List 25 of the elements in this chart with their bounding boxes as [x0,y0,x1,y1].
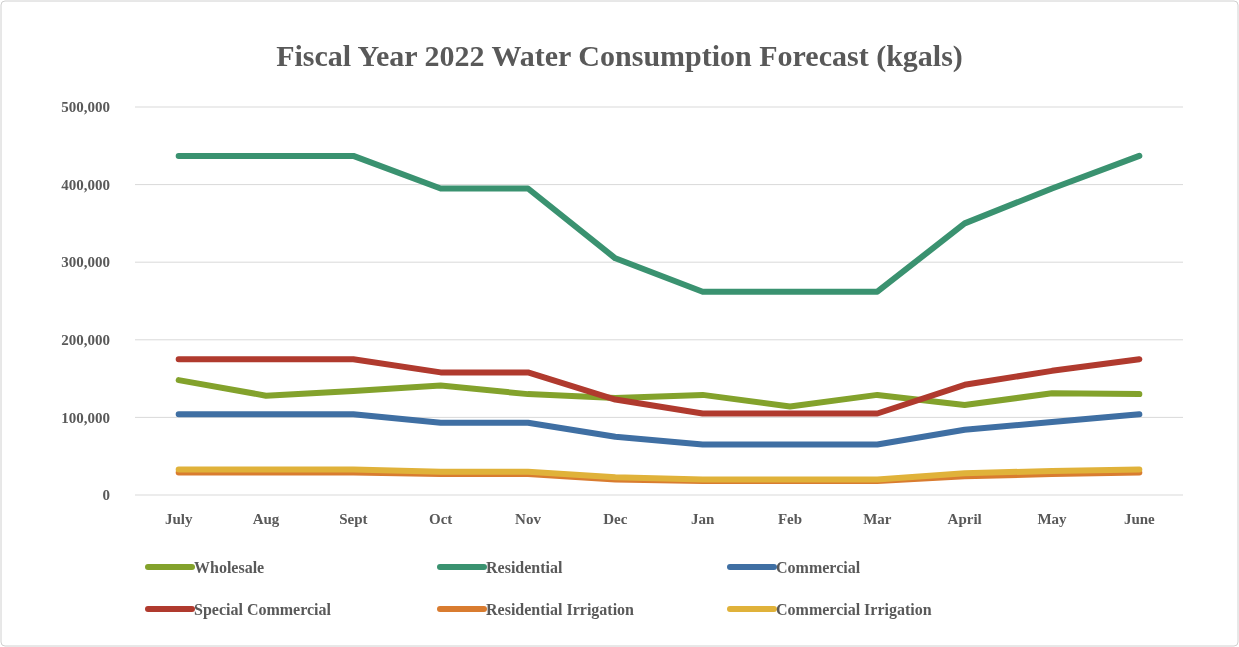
x-tick-label: Nov [515,511,542,527]
legend-label: Residential [486,558,563,576]
y-tick-label: 300,000 [61,254,110,271]
x-tick-label: June [1123,511,1156,527]
legend-label: Wholesale [194,558,265,576]
x-tick-label: Dec [603,511,628,527]
x-tick-label: Feb [777,511,803,527]
x-tick-label: Jan [690,511,715,527]
x-tick-label: Sept [339,511,368,527]
y-tick-label: 0 [102,487,110,504]
y-tick-label: 400,000 [61,176,110,193]
chart-title: Fiscal Year 2022 Water Consumption Forecast (kgals) [276,39,963,73]
y-tick-label: 500,000 [61,99,110,116]
legend-label: Residential Irrigation [486,600,635,619]
x-tick-label: Mar [863,511,892,527]
x-tick-label: July [164,511,193,527]
y-tick-label: 200,000 [61,332,110,349]
legend-label: Special Commercial [194,600,332,619]
x-tick-label: April [947,511,982,527]
y-tick-label: 100,000 [61,409,110,426]
legend-label: Commercial Irrigation [776,600,932,619]
legend-label: Commercial [776,558,861,576]
x-tick-label: May [1037,511,1068,527]
x-tick-label: Aug [252,511,280,527]
x-tick-label: Oct [429,511,453,527]
